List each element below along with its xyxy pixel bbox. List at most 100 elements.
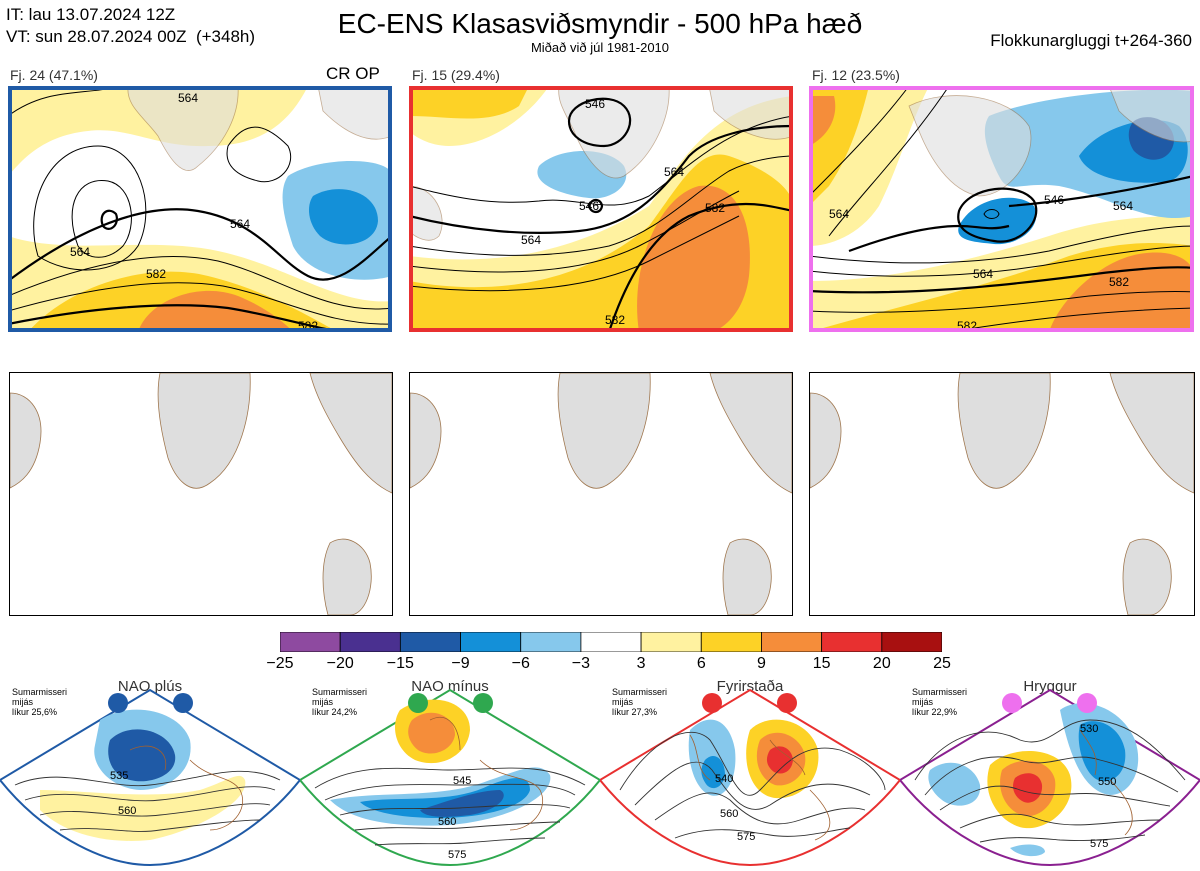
contour-label: 582 xyxy=(605,313,625,327)
height-contours xyxy=(809,86,1194,332)
colorbar-tick-label: 6 xyxy=(696,655,706,672)
colorbar-segment xyxy=(640,631,702,653)
initial-time: IT: lau 13.07.2024 12Z xyxy=(6,5,176,24)
cluster-frame xyxy=(8,86,392,332)
regime-name: Fyrirstaða xyxy=(716,678,784,695)
contour-label: 564 xyxy=(1113,199,1133,213)
colorbar-segment xyxy=(821,631,883,653)
colorbar-segment xyxy=(279,631,341,653)
colorbar-tick-label: 25 xyxy=(933,655,951,672)
regime-nao-plus: Sumarmisseri mijás líkur 25,6% NAO plús … xyxy=(0,678,300,870)
height-contours xyxy=(409,97,793,332)
colorbar-tick-label: −20 xyxy=(326,655,354,672)
regime-name: NAO plús xyxy=(117,678,183,695)
cluster-3-map: 546 564 564 564 582 582 xyxy=(809,86,1194,332)
regime-marker xyxy=(1002,693,1022,713)
contour-label: 540 xyxy=(715,773,733,785)
regime-info: Sumarmisseri mijás líkur 27,3% xyxy=(612,687,668,717)
colorbar-segment xyxy=(520,631,582,653)
anomaly-shading xyxy=(409,86,793,332)
valid-time: VT: sun 28.07.2024 00Z (+348h) xyxy=(6,27,256,46)
classification-window: Flokkunargluggi t+264-360 xyxy=(990,31,1192,50)
cluster-2-map: 546 546 564 564 582 582 xyxy=(409,86,793,332)
contour-label: 575 xyxy=(1090,838,1108,850)
contour-label: 575 xyxy=(737,831,755,843)
colorbar-segment xyxy=(460,631,522,653)
colorbar-tick-label: 9 xyxy=(757,655,766,672)
cluster-1-tag: CR OP xyxy=(326,64,380,83)
cluster-frame xyxy=(809,86,1194,332)
contour-label: 546 xyxy=(579,199,599,213)
colorbar-tick-label: 20 xyxy=(872,655,891,672)
contour-label: 560 xyxy=(720,808,738,820)
colorbar xyxy=(279,631,943,653)
regime-frame xyxy=(300,688,600,867)
cluster-1-map: 564 564 564 582 582 xyxy=(8,86,392,332)
regime-name: NAO mínus xyxy=(411,678,489,695)
colorbar-segment xyxy=(580,631,642,653)
contour-label: 582 xyxy=(146,267,166,281)
contour-label: 564 xyxy=(664,165,684,179)
colorbar-tick-label: −9 xyxy=(451,655,470,672)
colorbar-tick-label: −25 xyxy=(266,655,294,672)
contour-label: 564 xyxy=(829,207,849,221)
contour-label: 546 xyxy=(1044,193,1064,207)
climatology-note: Miðað við júl 1981-2010 xyxy=(530,40,670,55)
contour-label: 564 xyxy=(70,245,90,259)
colorbar-tick-label: 3 xyxy=(636,655,646,672)
colorbar-tick-label: −15 xyxy=(386,655,414,672)
contour-label: 560 xyxy=(438,816,456,828)
contour-label: 582 xyxy=(705,201,725,215)
cluster-3-label: Fj. 12 (23.5%) xyxy=(812,67,900,83)
regime-ridge: Sumarmisseri mijás líkur 22,9% Hryggur 5… xyxy=(900,678,1200,870)
regime-nao-minus: Sumarmisseri mijás líkur 24,2% NAO mínus… xyxy=(300,678,600,870)
regime-info: Sumarmisseri mijás líkur 24,2% xyxy=(312,687,368,717)
page-title: EC-ENS Klasasviðsmyndir - 500 hPa hæð xyxy=(337,8,863,39)
contour-label: 564 xyxy=(973,267,993,281)
blank-map-3 xyxy=(809,372,1195,616)
contour-label: 582 xyxy=(1109,275,1129,289)
land-outline xyxy=(908,86,1194,197)
regime-info: Sumarmisseri mijás líkur 25,6% xyxy=(12,687,68,717)
colorbar-segment xyxy=(700,631,762,653)
regime-marker xyxy=(702,693,722,713)
land-outline xyxy=(410,373,792,615)
contour-label: 545 xyxy=(453,775,471,787)
regime-marker xyxy=(473,693,493,713)
regime-marker xyxy=(408,693,428,713)
forecast-times: IT: lau 13.07.2024 12Z VT: sun 28.07.202… xyxy=(6,4,255,48)
colorbar-tick-label: −6 xyxy=(511,655,530,672)
colorbar-segment xyxy=(881,631,943,653)
colorbar-segment xyxy=(761,631,823,653)
colorbar-tick-label: −3 xyxy=(571,655,591,672)
regime-marker xyxy=(173,693,193,713)
land-outline xyxy=(810,373,1194,615)
regime-marker xyxy=(108,693,128,713)
land-outline xyxy=(10,373,392,615)
regime-name: Hryggur xyxy=(1023,678,1077,695)
contour-label: 530 xyxy=(1080,723,1098,735)
cluster-2-label: Fj. 15 (29.4%) xyxy=(412,67,500,83)
height-contours xyxy=(8,86,392,332)
contour-labels: 546 546 564 564 582 582 xyxy=(521,97,725,327)
colorbar-segment xyxy=(399,631,461,653)
contour-label: 550 xyxy=(1098,776,1116,788)
contour-label: 546 xyxy=(585,97,605,111)
contour-label: 564 xyxy=(230,217,250,231)
contour-label: 564 xyxy=(178,91,198,105)
cluster-1-label: Fj. 24 (47.1%) xyxy=(10,67,98,83)
blank-map-2 xyxy=(409,372,793,616)
cluster-frame xyxy=(409,86,793,332)
regime-info: Sumarmisseri mijás líkur 22,9% xyxy=(912,687,968,717)
regime-marker xyxy=(777,693,797,713)
regime-frame xyxy=(600,688,900,867)
regime-marker xyxy=(1077,693,1097,713)
contour-label: 575 xyxy=(448,849,466,861)
contour-labels: 564 564 564 582 582 xyxy=(70,91,318,332)
colorbar-tick-label: 15 xyxy=(812,655,831,672)
contour-label: 535 xyxy=(110,770,128,782)
blank-map-1 xyxy=(9,372,393,616)
contour-label: 560 xyxy=(118,805,136,817)
regime-blocking: Sumarmisseri mijás líkur 27,3% Fyrirstað… xyxy=(600,678,900,870)
colorbar-segment xyxy=(339,631,401,653)
